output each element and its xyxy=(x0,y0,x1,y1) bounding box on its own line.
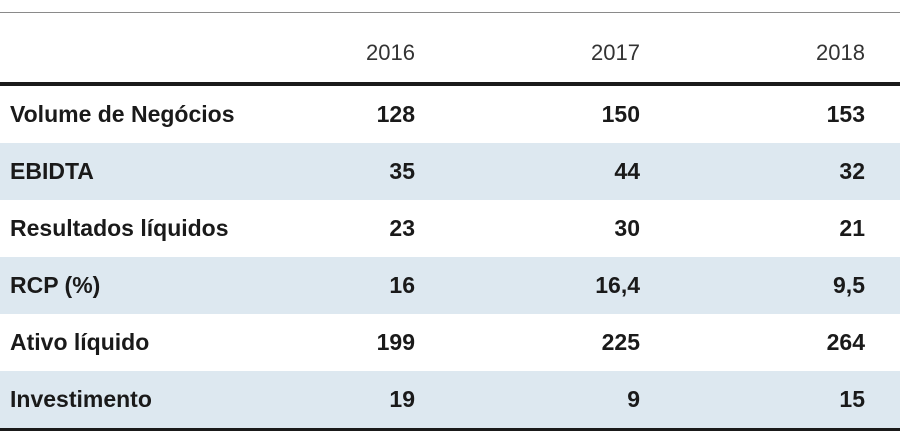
table-cell: 16,4 xyxy=(415,257,640,314)
financial-table: 2016 2017 2018 Volume de Negócios 128 15… xyxy=(0,24,900,431)
header-cell-label xyxy=(0,24,210,86)
table-cell: 128 xyxy=(376,101,415,127)
table-cell: 9 xyxy=(415,371,640,431)
table-cell-pad xyxy=(865,143,900,200)
table-cell: 264 xyxy=(826,329,865,355)
table-cell: 21 xyxy=(839,215,865,241)
row-label: Resultados líquidos xyxy=(10,215,229,241)
table-cell: 153 xyxy=(826,101,865,127)
row-label: RCP (%) xyxy=(0,257,210,314)
table-cell: 9,5 xyxy=(640,257,865,314)
row-label: EBIDTA xyxy=(0,143,210,200)
table-cell: 32 xyxy=(640,143,865,200)
table-cell-pad xyxy=(865,84,900,143)
table-cell: 19 xyxy=(210,371,415,431)
table-row: RCP (%) 16 16,4 9,5 xyxy=(0,257,900,314)
table-cell-pad xyxy=(865,200,900,257)
table-cell: 150 xyxy=(601,101,640,127)
row-label: Investimento xyxy=(0,371,210,431)
table-cell-pad xyxy=(865,257,900,314)
header-cell-year: 2016 xyxy=(210,24,415,86)
table-cell: 30 xyxy=(614,215,640,241)
table-row: Investimento 19 9 15 xyxy=(0,371,900,431)
table-cell: 15 xyxy=(640,371,865,431)
header-cell-year: 2017 xyxy=(415,24,640,86)
table-cell: 16 xyxy=(210,257,415,314)
table-row: EBIDTA 35 44 32 xyxy=(0,143,900,200)
table-row: Resultados líquidos 23 30 21 xyxy=(0,200,900,257)
row-label: Volume de Negócios xyxy=(10,101,235,127)
table-cell-pad xyxy=(865,371,900,431)
table-row: Volume de Negócios 128 150 153 xyxy=(0,84,900,143)
header-cell-pad xyxy=(865,24,900,86)
table-cell: 35 xyxy=(210,143,415,200)
table-cell: 23 xyxy=(389,215,415,241)
table-cell: 225 xyxy=(601,329,640,355)
table-cell: 199 xyxy=(376,329,415,355)
header-cell-year: 2018 xyxy=(640,24,865,86)
table-cell: 44 xyxy=(415,143,640,200)
table-row: Ativo líquido 199 225 264 xyxy=(0,314,900,371)
table-cell-pad xyxy=(865,314,900,371)
row-label: Ativo líquido xyxy=(10,329,150,355)
top-divider xyxy=(0,12,900,13)
header-row: 2016 2017 2018 xyxy=(0,24,900,86)
